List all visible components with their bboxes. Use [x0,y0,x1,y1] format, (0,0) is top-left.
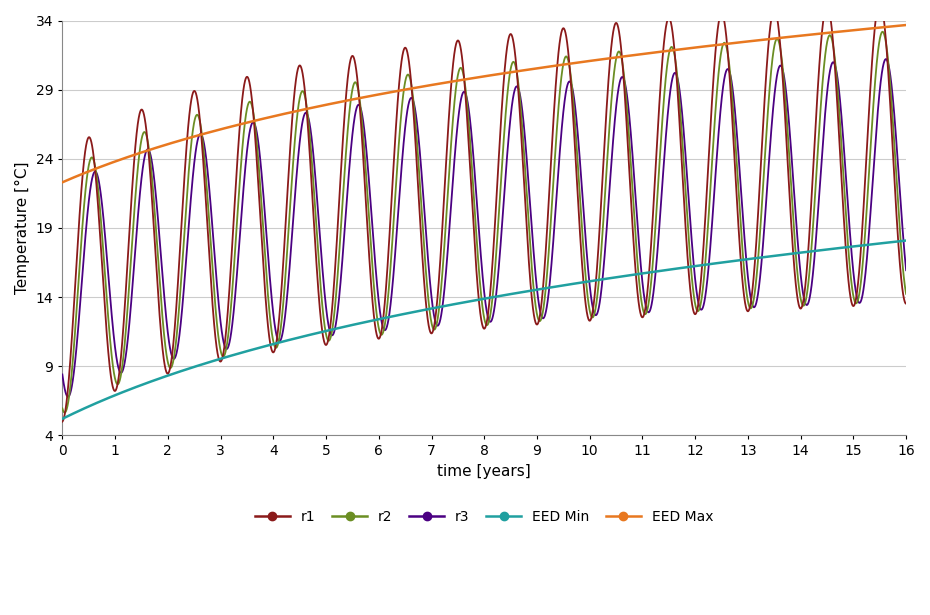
X-axis label: time [years]: time [years] [437,464,531,479]
Y-axis label: Temperature [°C]: Temperature [°C] [15,162,30,294]
Legend: r1, r2, r3, EED Min, EED Max: r1, r2, r3, EED Min, EED Max [249,504,719,530]
